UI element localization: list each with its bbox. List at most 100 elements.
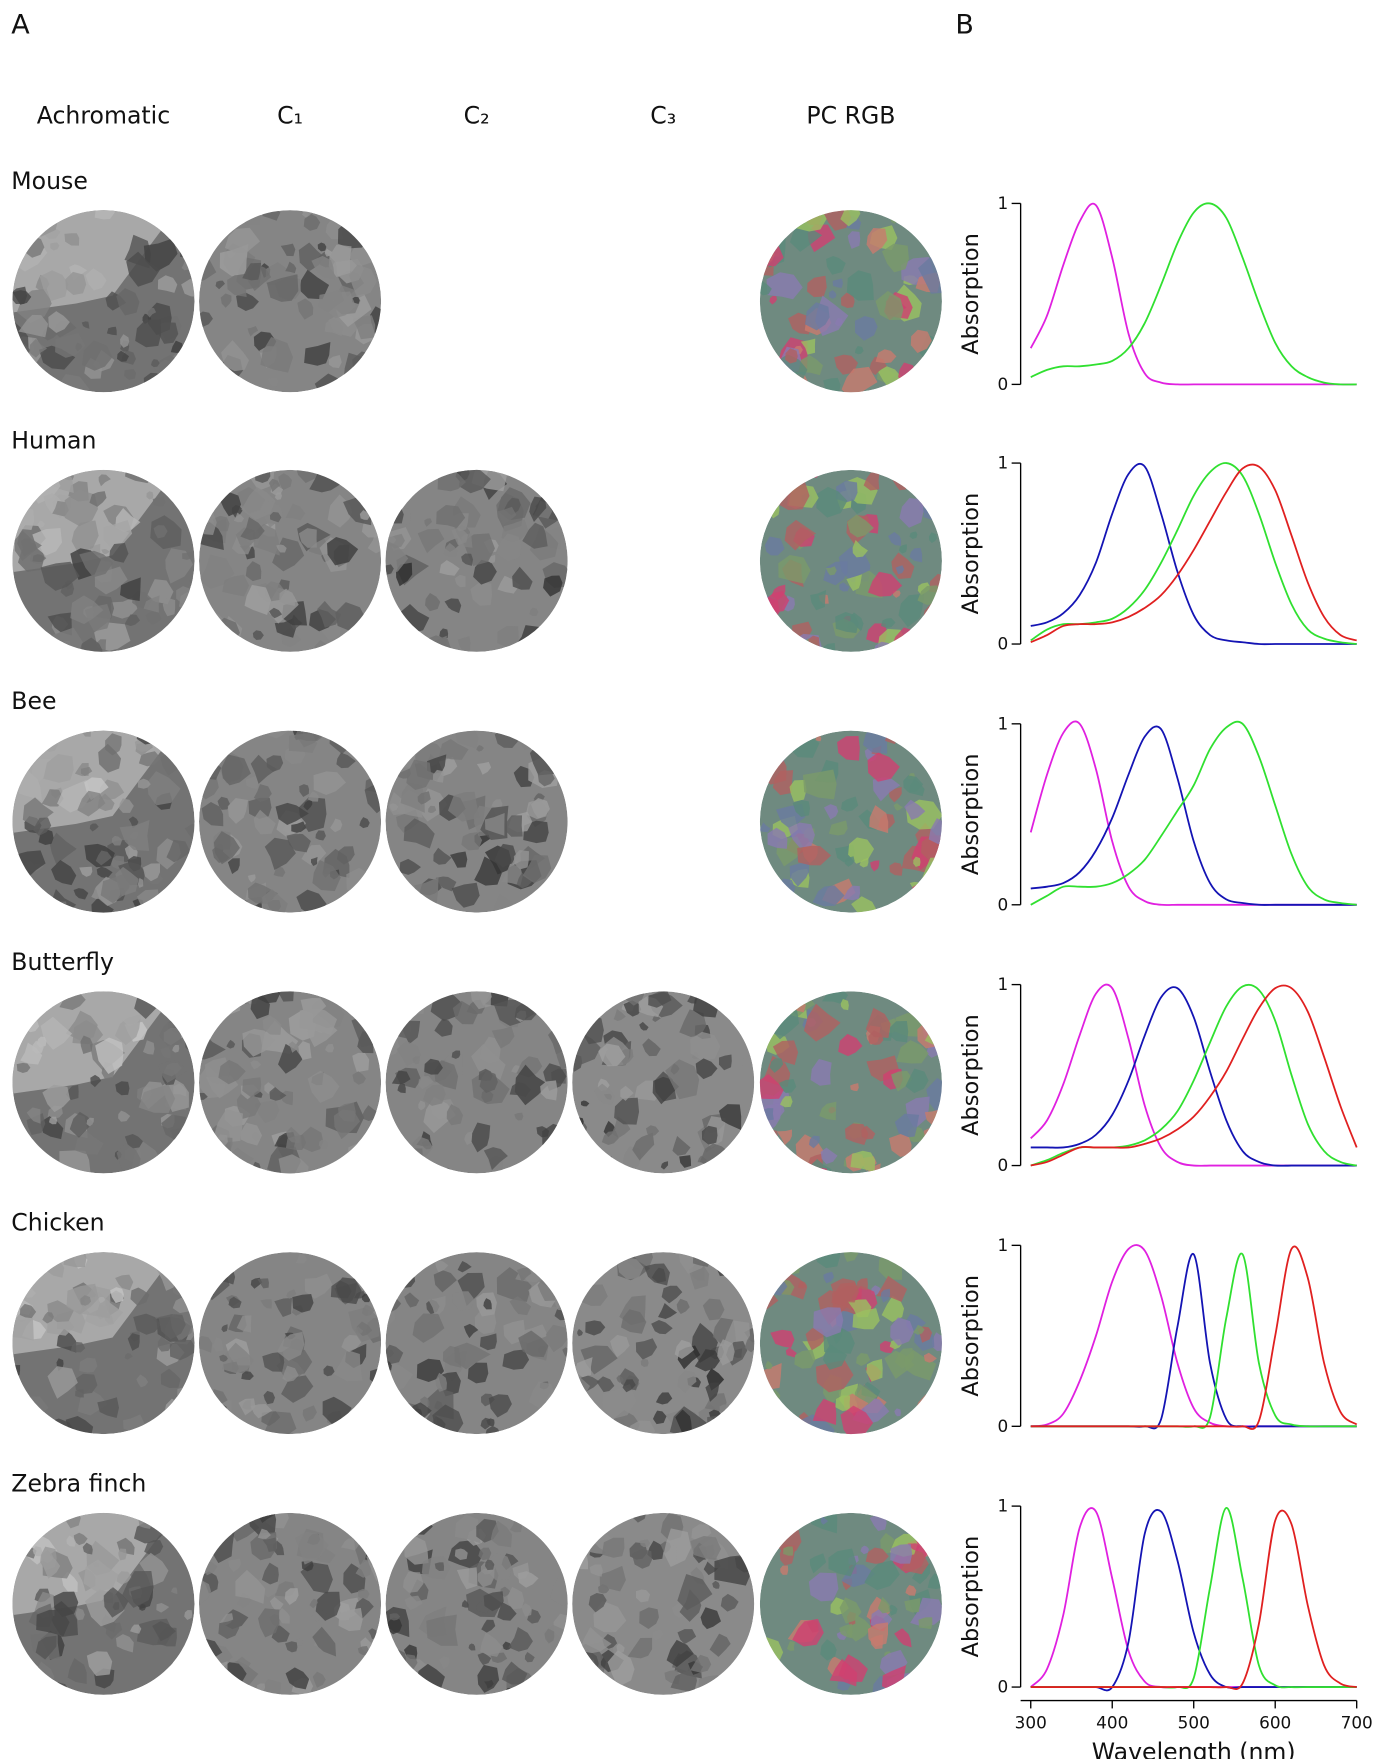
image-patch: [7, 231, 29, 258]
image-patch: [41, 1164, 48, 1172]
y-axis-label: Absorption: [958, 753, 984, 875]
image-patch: [249, 727, 257, 736]
image-patch: [33, 995, 50, 1009]
image-patch: [2, 1671, 21, 1687]
y-tick-label: 0: [998, 634, 1009, 654]
image-patch: [8, 882, 39, 914]
image-patch: [13, 507, 34, 530]
image-patch: [396, 465, 421, 493]
image-patch: [587, 1666, 605, 1693]
image-patch: [735, 1530, 745, 1540]
absorption-curve: [1031, 987, 1357, 1166]
image-patch: [750, 880, 772, 917]
image-patch: [170, 1252, 201, 1281]
image-patch: [736, 1505, 761, 1535]
absorption-curve: [1031, 722, 1357, 905]
image-patch: [754, 737, 781, 757]
texture-image: [753, 1243, 947, 1446]
image-patch: [386, 600, 393, 606]
row-label: Human: [11, 426, 96, 454]
texture-image: [561, 1500, 761, 1707]
image-patch: [549, 986, 571, 1005]
image-patch: [760, 597, 780, 625]
image-patch: [912, 216, 920, 227]
image-patch: [375, 1413, 403, 1441]
image-patch: [777, 1152, 797, 1177]
image-patch: [932, 1667, 943, 1674]
image-patch: [753, 868, 769, 879]
texture-image: [190, 196, 390, 407]
image-patch: [362, 731, 373, 743]
image-patch: [180, 236, 205, 260]
image-patch: [220, 1504, 245, 1527]
image-patch: [593, 1414, 607, 1431]
image-patch: [595, 1156, 612, 1175]
image-patch: [561, 1380, 574, 1393]
y-tick-label: 0: [998, 1416, 1009, 1436]
image-patch: [18, 1501, 47, 1532]
image-patch: [584, 1251, 603, 1277]
image-patch: [177, 1385, 204, 1408]
x-tick-label: 600: [1259, 1713, 1291, 1733]
image-patch: [574, 1554, 588, 1569]
image-patch: [777, 223, 784, 230]
image-patch: [598, 1419, 626, 1441]
image-patch: [41, 995, 50, 1005]
image-patch: [739, 1142, 750, 1153]
image-patch: [379, 865, 397, 891]
image-patch: [213, 229, 221, 236]
image-patch: [912, 885, 920, 895]
column-header: PC RGB: [806, 102, 895, 130]
image-patch: [169, 881, 203, 914]
image-patch: [39, 998, 51, 1009]
image-patch: [179, 1543, 191, 1554]
image-patch: [729, 1500, 759, 1527]
image-patch: [257, 1683, 265, 1691]
image-patch: [16, 370, 46, 403]
image-patch: [917, 1021, 947, 1048]
image-patch: [583, 1014, 604, 1044]
image-patch: [30, 222, 38, 230]
y-axis-label: Absorption: [958, 1536, 984, 1658]
image-patch: [693, 986, 719, 1018]
image-patch: [391, 1673, 421, 1697]
image-patch: [549, 732, 574, 760]
image-patch: [763, 1271, 775, 1282]
image-patch: [226, 379, 243, 398]
image-patch: [754, 1536, 776, 1553]
image-patch: [927, 747, 938, 757]
image-patch: [755, 219, 779, 251]
image-patch: [213, 1409, 225, 1423]
image-patch: [173, 1163, 188, 1176]
image-patch: [163, 1680, 180, 1703]
image-patch: [212, 1414, 223, 1423]
image-patch: [916, 1507, 938, 1530]
image-patch: [540, 1669, 566, 1702]
texture-image: [379, 721, 575, 926]
absorption-curve: [1031, 1508, 1357, 1687]
image-patch: [4, 1277, 23, 1304]
image-patch: [743, 1652, 774, 1686]
image-patch: [370, 750, 388, 772]
absorption-curve: [1031, 204, 1357, 385]
image-patch: [558, 733, 569, 741]
image-patch: [189, 757, 221, 780]
image-patch: [419, 644, 431, 656]
image-patch: [3, 1497, 36, 1531]
image-patch: [217, 987, 242, 1016]
image-patch: [382, 1520, 412, 1543]
texture-image: [3, 452, 202, 660]
image-patch: [767, 893, 796, 923]
image-patch: [741, 1401, 771, 1430]
image-patch: [752, 1535, 778, 1557]
row-label: Zebra finch: [11, 1469, 146, 1497]
absorption-curve: [1031, 1508, 1357, 1688]
image-patch: [217, 380, 233, 396]
image-patch: [338, 219, 372, 249]
image-patch: [530, 1519, 542, 1529]
image-patch: [207, 1679, 219, 1692]
panel-label: A: [11, 10, 30, 41]
image-patch: [363, 1411, 391, 1436]
image-patch: [21, 730, 42, 754]
image-patch: [823, 378, 840, 395]
